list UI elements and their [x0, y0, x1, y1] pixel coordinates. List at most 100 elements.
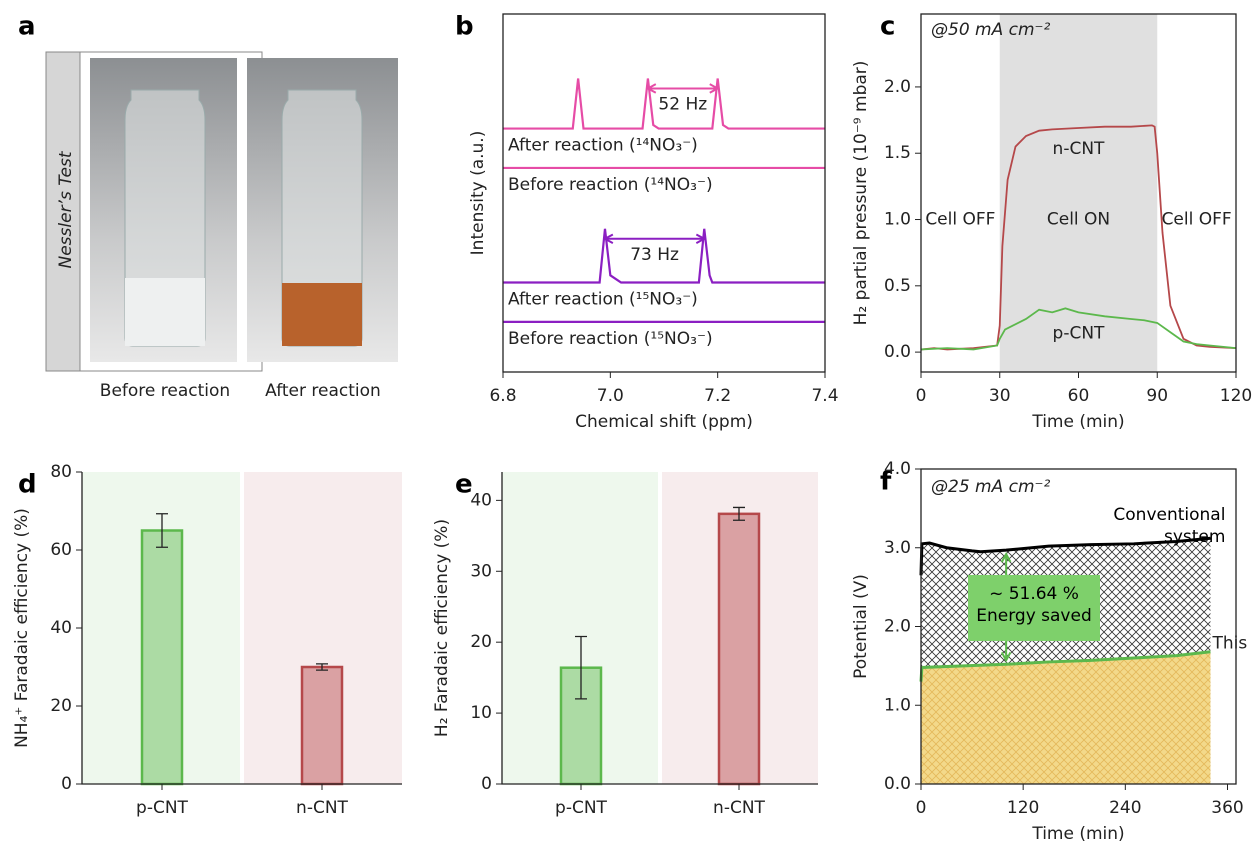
y-axis-label: NH₄⁺ Faradaic efficiency (%) [12, 508, 32, 748]
panel-label: f [880, 467, 892, 497]
category-band [82, 472, 240, 784]
panel-a: a Nessler’s Test Before reaction After r… [18, 12, 398, 401]
panel-label: b [455, 12, 474, 42]
x-tick-label: 120 [1220, 386, 1252, 406]
line [920, 307, 1237, 351]
arrow-head [1000, 651, 1012, 663]
panel-label: a [18, 12, 36, 42]
y-tick-label: 0 [481, 774, 492, 794]
series-label: p-CNT [1053, 323, 1106, 343]
x-tick-label: 6.8 [489, 386, 516, 406]
y-axis-label: H₂ partial pressure (10⁻⁹ mbar) [851, 61, 871, 326]
x-tick-label: 360 [1211, 798, 1243, 818]
category-band [502, 472, 658, 784]
x-tick-label: n-CNT [713, 798, 765, 818]
y-tick-label: 20 [470, 632, 492, 652]
x-axis-label: Time (min) [1031, 412, 1124, 432]
category-band [244, 472, 402, 784]
y-tick-label: 1.5 [884, 143, 911, 163]
x-tick-label: 0 [916, 798, 927, 818]
x-tick-label: 240 [1109, 798, 1141, 818]
x-axis-label: Time (min) [1031, 824, 1124, 844]
arrow-head [645, 83, 657, 94]
bar [140, 529, 184, 786]
x-tick-label: 0 [916, 386, 927, 406]
x-tick-label: 30 [989, 386, 1011, 406]
y-tick-label: 2.0 [884, 617, 911, 637]
series-label: n-CNT [1053, 139, 1105, 159]
panel-label: d [18, 470, 37, 500]
category-band [662, 472, 818, 784]
annotation: Cell OFF [925, 210, 995, 230]
panel-label: c [880, 12, 895, 42]
caption: Before reaction [100, 381, 230, 401]
liquid [125, 278, 205, 346]
line [919, 536, 1211, 576]
y-tick-label: 60 [50, 540, 72, 560]
y-tick-label: 0.0 [884, 342, 911, 362]
y-tick-label: 0.5 [884, 276, 911, 296]
y-tick-label: 1.0 [884, 695, 911, 715]
error-bar [733, 506, 745, 521]
annotation-box: ~ 51.64 % Energy saved [968, 575, 1100, 642]
line [919, 650, 1211, 682]
y-tick-label: 3.0 [884, 538, 911, 558]
x-tick-label: 7.4 [811, 386, 838, 406]
caption: After reaction [265, 381, 381, 401]
line [503, 228, 825, 284]
panel-label: e [455, 470, 473, 500]
annotation: Cell OFF [1162, 210, 1232, 230]
x-tick-label: p-CNT [555, 798, 608, 818]
y-axis-label: Intensity (a.u.) [468, 131, 488, 256]
subtitle: @50 mA cm⁻² [931, 20, 1051, 40]
y-tick-label: 40 [50, 618, 72, 638]
y-tick-label: 2.0 [884, 77, 911, 97]
x-tick-label: 120 [1007, 798, 1039, 818]
y-tick-label: 40 [470, 490, 492, 510]
y-tick-label: 1.0 [884, 210, 911, 230]
bar [717, 512, 761, 786]
trace-label: Before reaction (¹⁵NO₃⁻) [508, 329, 713, 349]
side-label: Nessler’s Test [56, 150, 76, 268]
error-bar [156, 513, 168, 548]
bar [300, 665, 344, 786]
y-axis-label: Potential (V) [851, 574, 871, 679]
arrow-head [602, 233, 614, 244]
y-tick-label: 0 [61, 774, 72, 794]
y-axis-label: H₂ Faradaic efficiency (%) [432, 519, 452, 737]
area [921, 651, 1211, 784]
annotation: 52 Hz [658, 94, 707, 114]
trace-label: After reaction (¹⁵NO₃⁻) [508, 290, 698, 310]
line [503, 78, 825, 130]
x-tick-label: 7.0 [597, 386, 624, 406]
x-tick-label: p-CNT [136, 798, 189, 818]
y-tick-label: 0.0 [884, 774, 911, 794]
arrow-head [695, 233, 707, 244]
annotation: ~ 51.64 % Energy saved [968, 575, 1100, 642]
trace-label: After reaction (¹⁴NO₃⁻) [508, 136, 698, 156]
error-bar [575, 635, 587, 700]
x-axis-label: Chemical shift (ppm) [575, 412, 753, 432]
x-tick-label: 90 [1146, 386, 1168, 406]
subtitle: @25 mA cm⁻² [931, 477, 1051, 497]
y-tick-label: 80 [50, 462, 72, 482]
annotation: 73 Hz [630, 245, 679, 265]
x-tick-label: n-CNT [296, 798, 348, 818]
x-tick-label: 60 [1068, 386, 1090, 406]
y-tick-label: 10 [470, 703, 492, 723]
y-tick-label: 20 [50, 696, 72, 716]
arrow-head [709, 83, 720, 94]
series-label: Conventional system [1113, 505, 1226, 548]
shaded-region [999, 14, 1158, 372]
axis-frame [502, 13, 826, 373]
series-label-box: Conventional system [1113, 505, 1226, 548]
error-bar [316, 663, 328, 671]
x-tick-label: 7.2 [704, 386, 731, 406]
liquid [282, 283, 362, 346]
series-label: This work [1211, 634, 1253, 654]
arrow-head [1000, 552, 1012, 563]
annotation: Cell ON [1047, 210, 1110, 230]
y-tick-label: 30 [470, 561, 492, 581]
